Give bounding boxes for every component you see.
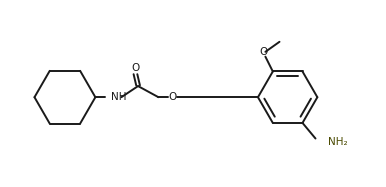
Text: NH₂: NH₂ bbox=[328, 137, 348, 147]
Text: NH: NH bbox=[111, 92, 127, 102]
Text: O: O bbox=[131, 63, 140, 73]
Text: O: O bbox=[260, 47, 268, 57]
Text: O: O bbox=[168, 92, 176, 102]
